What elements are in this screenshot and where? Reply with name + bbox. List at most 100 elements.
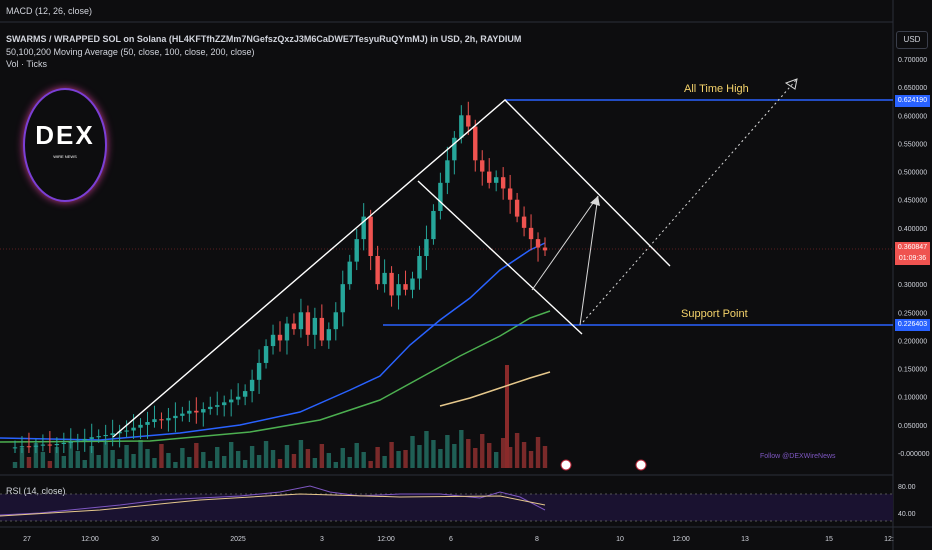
candle-body bbox=[103, 434, 108, 437]
candle-body bbox=[166, 418, 171, 421]
volume-bar bbox=[459, 430, 464, 468]
candle-body bbox=[431, 210, 436, 240]
candlesticks bbox=[12, 101, 548, 453]
volume-bar bbox=[180, 448, 185, 468]
candle-body bbox=[26, 446, 32, 448]
volume-bar bbox=[410, 436, 415, 468]
volume-bar bbox=[277, 459, 283, 468]
volume-bar bbox=[235, 451, 241, 468]
candle-body bbox=[242, 391, 248, 397]
candle-body bbox=[368, 216, 373, 256]
rsi-ma-line bbox=[0, 493, 546, 517]
volume-bar bbox=[291, 454, 297, 468]
volume-bar bbox=[312, 458, 318, 468]
logo-title: DEX bbox=[35, 120, 95, 150]
candle-body bbox=[159, 419, 164, 421]
candle-body bbox=[201, 409, 206, 413]
candle-body bbox=[298, 312, 304, 330]
countdown-tag: 01:09:36 bbox=[895, 253, 930, 265]
volume-bar bbox=[208, 461, 213, 468]
volume-bar bbox=[493, 452, 499, 468]
volume-bar bbox=[354, 443, 359, 468]
volume-bar bbox=[500, 438, 506, 468]
x-tick-label: 12:00 bbox=[377, 536, 395, 543]
volume-bar bbox=[305, 449, 311, 468]
ma50-line bbox=[0, 242, 546, 441]
candle-body bbox=[305, 312, 311, 335]
x-tick-label: 2025 bbox=[230, 536, 246, 543]
volume-bar bbox=[507, 447, 513, 468]
volume-bar bbox=[340, 448, 345, 468]
follow-note: Follow @DEXWireNews bbox=[760, 453, 836, 460]
volume-bar bbox=[389, 442, 394, 468]
us-flag-icon bbox=[635, 459, 647, 471]
candle-body bbox=[417, 256, 422, 279]
candle-body bbox=[361, 216, 366, 240]
candle-body bbox=[396, 284, 401, 296]
candle-body bbox=[459, 115, 464, 138]
rsi-pane bbox=[0, 485, 893, 522]
volume-bar bbox=[228, 442, 234, 468]
y-tick-label: 0.250000 bbox=[898, 310, 927, 317]
vol-label: Vol · Ticks bbox=[6, 59, 48, 69]
x-tick-label: 15 bbox=[825, 536, 833, 543]
symbol-title: SWARMS / WRAPPED SOL on Solana (HL4KFTfh… bbox=[6, 34, 522, 44]
volume-bar bbox=[368, 461, 373, 468]
channel-upper-line bbox=[112, 99, 671, 438]
candle-body bbox=[263, 346, 269, 363]
volume-bar bbox=[270, 450, 276, 468]
volume-bar bbox=[187, 457, 192, 468]
target-arrowhead-icon bbox=[784, 78, 798, 90]
target-dotted-line bbox=[582, 78, 798, 323]
candle-body bbox=[19, 446, 25, 448]
volume-bar bbox=[347, 457, 352, 468]
candle-body bbox=[312, 317, 318, 335]
candle-body bbox=[466, 115, 471, 127]
volume-bar bbox=[424, 431, 429, 468]
candle-body bbox=[500, 177, 506, 189]
x-tick-label: 27 bbox=[23, 536, 31, 543]
volume-bar bbox=[145, 449, 150, 468]
support-price-tag: 0.226403 bbox=[895, 319, 930, 331]
y-tick-label: 0.450000 bbox=[898, 198, 927, 205]
volume-bar bbox=[110, 450, 115, 468]
x-tick-label: 12:00 bbox=[81, 536, 99, 543]
volume-bar bbox=[96, 455, 101, 468]
candle-body bbox=[235, 396, 241, 400]
volume-bar bbox=[215, 447, 220, 468]
volume-bar bbox=[521, 442, 527, 468]
volume-bar bbox=[173, 462, 178, 468]
rsi-band bbox=[0, 494, 893, 521]
candle-body bbox=[117, 431, 122, 434]
candle-body bbox=[194, 410, 199, 413]
volume-bar bbox=[249, 446, 255, 468]
ma-label: 50,100,200 Moving Average (50, close, 10… bbox=[6, 47, 255, 57]
candle-body bbox=[340, 284, 345, 313]
ath-price-tag: 0.624190 bbox=[895, 95, 930, 107]
currency-button[interactable]: USD bbox=[896, 31, 928, 49]
y-tick-label: 0.300000 bbox=[898, 282, 927, 289]
candle-body bbox=[89, 437, 94, 439]
candle-body bbox=[249, 379, 255, 392]
candle-body bbox=[528, 227, 534, 240]
volume-bar bbox=[61, 456, 67, 468]
volume-bar bbox=[466, 439, 471, 468]
candle-body bbox=[480, 160, 485, 172]
candle-body bbox=[375, 256, 380, 285]
volume-bar bbox=[89, 446, 94, 468]
volume-bar bbox=[438, 449, 443, 468]
moving-averages bbox=[0, 242, 551, 443]
y-tick-label: 0.550000 bbox=[898, 141, 927, 148]
volume-bar bbox=[452, 444, 457, 468]
volume-bar bbox=[103, 441, 108, 468]
volume-bar bbox=[535, 437, 541, 468]
volume-bar bbox=[480, 434, 485, 468]
volume-bar bbox=[298, 440, 304, 468]
volume-bar bbox=[396, 451, 401, 468]
macd-label: MACD (12, 26, close) bbox=[6, 6, 93, 16]
candle-body bbox=[68, 441, 73, 443]
volume-bar bbox=[54, 447, 60, 468]
volume-bar bbox=[326, 453, 332, 468]
candle-body bbox=[452, 137, 457, 161]
